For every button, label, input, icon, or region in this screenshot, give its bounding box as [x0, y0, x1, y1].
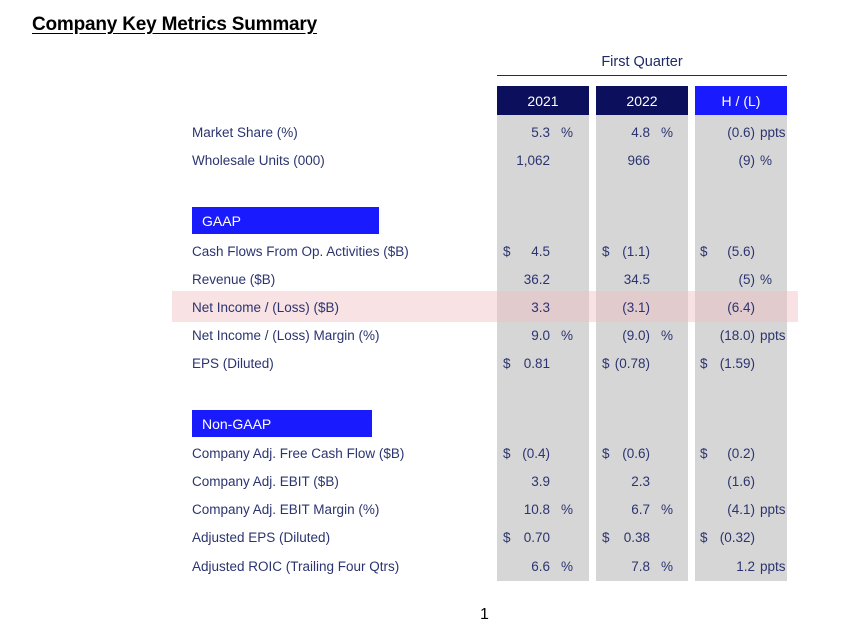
cell-c2: (1.59)	[719, 356, 755, 371]
header-2022: 2022	[596, 86, 688, 115]
cell-b1: $	[602, 446, 610, 461]
table-row: Market Share (%) 5.3% 4.8% (0.6) ppts	[0, 125, 864, 145]
table-row: Revenue ($B) 36.2 34.5 (5)%	[0, 272, 864, 292]
table-row: Company Adj. EBIT ($B) 3.9 2.3 (1.6)	[0, 474, 864, 494]
table-row: Company Adj. Free Cash Flow ($B) $ (0.4) $ (…	[0, 446, 864, 466]
cell-c3: ppts	[760, 559, 786, 574]
cell-c1: $	[700, 530, 708, 545]
table-row: Cash Flows From Op. Activities ($B) $4.5 $…	[0, 244, 864, 264]
cell-a2: (0.4)	[522, 446, 550, 461]
cell-b3: %	[661, 559, 674, 574]
cell-a2: 3.3	[531, 300, 550, 315]
cell-c3: %	[760, 153, 773, 168]
cell-a2: 1,062	[516, 153, 550, 168]
cell-a2: 0.81	[523, 356, 550, 371]
cell-c2: (18.0)	[719, 328, 755, 343]
cell-c2: (9)	[738, 153, 756, 168]
table-row: Company Adj. EBIT Margin (%) 10.8% 6.7% (4.…	[0, 502, 864, 522]
cell-b2: 966	[627, 153, 650, 168]
cell-a1: $	[503, 446, 511, 461]
column-2021-background	[497, 115, 589, 581]
cell-b2: (3.1)	[622, 300, 650, 315]
cell-a3: %	[561, 559, 574, 574]
cell-c1: $	[700, 244, 708, 259]
cell-b2: (9.0)	[622, 328, 650, 343]
net-income-highlight	[172, 291, 798, 322]
row-label: EPS (Diluted)	[192, 356, 274, 371]
cell-c2: (0.32)	[719, 530, 755, 545]
table-row: Wholesale Units (000) 1,062 966 (9)%	[0, 153, 864, 173]
cell-a2: 10.8	[523, 502, 550, 517]
row-label: Company Adj. EBIT ($B)	[192, 474, 339, 489]
cell-b1: $	[602, 244, 610, 259]
cell-b2: 6.7	[631, 502, 650, 517]
cell-b3: %	[661, 125, 674, 140]
cell-a2: 0.70	[523, 530, 550, 545]
cell-a3: %	[561, 502, 574, 517]
cell-c2: (5.6)	[727, 244, 755, 259]
cell-a1: $	[503, 244, 511, 259]
cell-c2: (1.6)	[727, 474, 755, 489]
cell-c2: (0.6)	[727, 125, 755, 140]
cell-b2: (0.6)	[622, 446, 650, 461]
table-row: EPS (Diluted) $0.81 $ (0.78) $ (1.59)	[0, 356, 864, 376]
cell-a2: 6.6	[531, 559, 550, 574]
cell-b2: 7.8	[631, 559, 650, 574]
row-label: Revenue ($B)	[192, 272, 276, 287]
cell-a2: 3.9	[531, 474, 550, 489]
page-title: Company Key Metrics Summary	[32, 14, 317, 35]
period-label: First Quarter	[601, 54, 683, 70]
cell-a2: 5.3	[531, 125, 550, 140]
cell-c1: $	[700, 446, 708, 461]
column-2022-background	[596, 115, 688, 581]
section-gaap: GAAP	[192, 207, 379, 234]
cell-c1: $	[700, 356, 708, 371]
column-hl-background	[695, 115, 787, 581]
cell-a1: $	[503, 530, 511, 545]
header-hl: H / (L)	[695, 86, 787, 115]
row-label: Wholesale Units (000)	[192, 153, 325, 168]
page-number: 1	[480, 606, 489, 623]
row-label: Company Adj. Free Cash Flow ($B)	[192, 446, 405, 461]
cell-c2: 1.2	[736, 559, 755, 574]
row-label: Company Adj. EBIT Margin (%)	[192, 502, 380, 517]
cell-c2: (6.4)	[727, 300, 755, 315]
row-label: Adjusted EPS (Diluted)	[192, 530, 331, 545]
cell-b2: 2.3	[631, 474, 650, 489]
cell-c3: ppts	[760, 328, 786, 343]
table-row: Net Income / (Loss) Margin (%) 9.0% (9.0)%…	[0, 328, 864, 348]
section-nongaap: Non-GAAP	[192, 410, 372, 437]
cell-a2: 36.2	[523, 272, 550, 287]
cell-c3: ppts	[760, 125, 786, 140]
cell-b2: 34.5	[623, 272, 650, 287]
cell-c3: %	[760, 272, 773, 287]
cell-a3: %	[561, 328, 574, 343]
cell-b1: $	[602, 356, 610, 371]
row-label: Cash Flows From Op. Activities ($B)	[192, 244, 409, 259]
cell-b3: %	[661, 502, 674, 517]
row-label: Net Income / (Loss) Margin (%)	[192, 328, 380, 343]
header-2021: 2021	[497, 86, 589, 115]
cell-b2: 0.38	[623, 530, 650, 545]
table-row: Adjusted ROIC (Trailing Four Qtrs) 6.6% 7.…	[0, 559, 864, 579]
cell-c2: (5)	[738, 272, 756, 287]
period-underline	[497, 75, 787, 76]
row-label: Adjusted ROIC (Trailing Four Qtrs)	[192, 559, 400, 574]
cell-a3: %	[561, 125, 574, 140]
cell-c2: (4.1)	[727, 502, 755, 517]
cell-a1: $	[503, 356, 511, 371]
cell-b1: $	[602, 530, 610, 545]
table-row: Net Income / (Loss) ($B) 3.3 (3.1) (6.4)	[0, 300, 864, 320]
table-row: Adjusted EPS (Diluted) $0.70 $0.38 $ (0.32)	[0, 530, 864, 550]
cell-b2: 4.8	[631, 125, 650, 140]
cell-c3: ppts	[760, 502, 786, 517]
row-label: Market Share (%)	[192, 125, 298, 140]
cell-b2: (0.78)	[614, 356, 650, 371]
cell-a2: 4.5	[531, 244, 550, 259]
row-label: Net Income / (Loss) ($B)	[192, 300, 340, 315]
cell-a2: 9.0	[531, 328, 550, 343]
cell-b3: %	[661, 328, 674, 343]
cell-b2: (1.1)	[622, 244, 650, 259]
cell-c2: (0.2)	[727, 446, 755, 461]
